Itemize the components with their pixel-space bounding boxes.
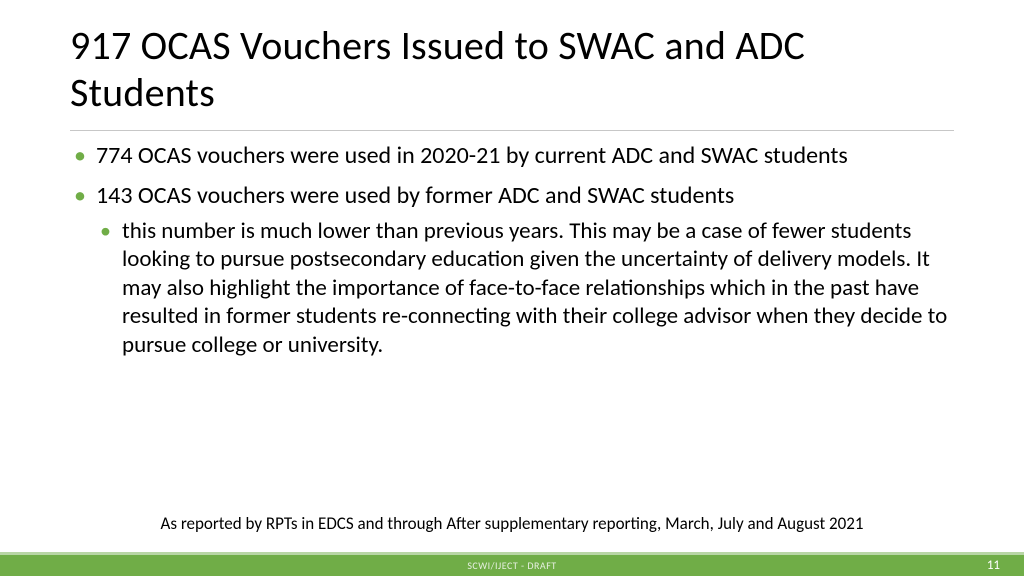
footer-bar: SCWI/IJECT - DRAFT 11 — [0, 552, 1024, 576]
bullet-list: 774 OCAS vouchers were used in 2020-21 b… — [70, 141, 954, 359]
slide-body: 774 OCAS vouchers were used in 2020-21 b… — [70, 141, 954, 359]
footer-label: SCWI/IJECT - DRAFT — [0, 559, 1024, 572]
bullet-text: 143 OCAS vouchers were used by former AD… — [96, 181, 734, 210]
slide: 917 OCAS Vouchers Issued to SWAC and ADC… — [0, 0, 1024, 576]
list-item: 143 OCAS vouchers were used by former AD… — [70, 181, 954, 359]
bullet-text: this number is much lower than previous … — [122, 217, 947, 359]
list-item: this number is much lower than previous … — [96, 217, 954, 360]
sub-bullet-list: this number is much lower than previous … — [96, 217, 954, 360]
footnote-text: As reported by RPTs in EDCS and through … — [0, 513, 1024, 534]
list-item: 774 OCAS vouchers were used in 2020-21 b… — [70, 141, 954, 171]
bullet-text: 774 OCAS vouchers were used in 2020-21 b… — [96, 141, 848, 170]
title-divider — [70, 130, 954, 131]
page-number: 11 — [987, 558, 1000, 573]
slide-title: 917 OCAS Vouchers Issued to SWAC and ADC… — [70, 22, 954, 116]
